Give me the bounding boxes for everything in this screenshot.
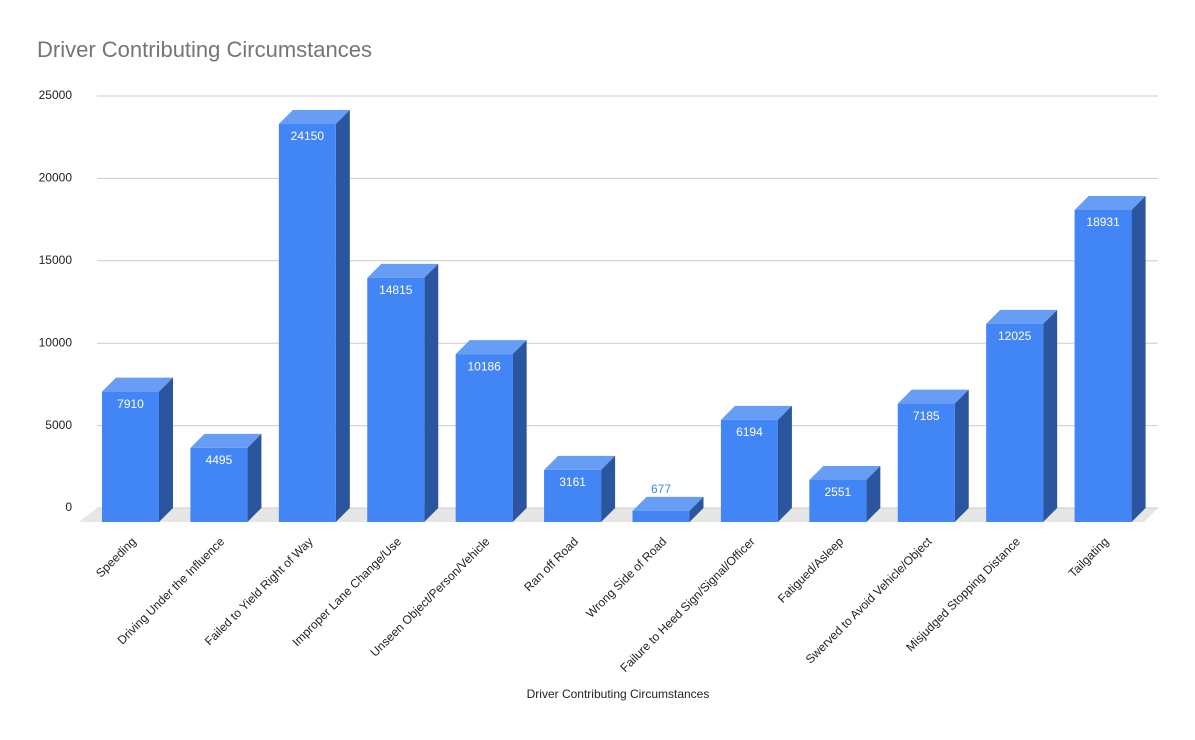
floor (79, 508, 1158, 522)
value-label: 10186 (467, 359, 501, 373)
bar-top (632, 496, 704, 511)
y-tick-label: 15000 (39, 253, 73, 267)
value-label: 12025 (998, 329, 1032, 343)
bar-top (544, 455, 616, 470)
bar-group: 677 (632, 482, 704, 522)
value-label: 2551 (824, 485, 851, 499)
bar (720, 419, 778, 522)
bar-side (777, 405, 792, 522)
y-tick-label: 20000 (39, 171, 73, 185)
bar (632, 510, 690, 522)
bar-top (190, 433, 262, 448)
bar (278, 124, 336, 523)
bar-top (455, 340, 527, 355)
bar (102, 391, 159, 522)
bar-side (1131, 196, 1146, 522)
bar-group: 24150 (278, 110, 350, 523)
value-label: 3161 (559, 475, 586, 489)
chart-title: Driver Contributing Circumstances (37, 37, 372, 62)
value-label: 18931 (1086, 215, 1120, 229)
bar (1074, 210, 1132, 522)
bar-top (367, 263, 439, 278)
bar-side (1043, 309, 1058, 522)
bar-group: 18931 (1074, 196, 1146, 522)
bar (455, 354, 513, 522)
value-label: 14815 (379, 283, 413, 297)
bar-top (897, 389, 969, 404)
bar-top (720, 405, 792, 420)
bar (544, 469, 602, 522)
y-tick-label: 5000 (45, 418, 72, 432)
value-label: 7910 (117, 397, 144, 411)
x-axis-title: Driver Contributing Circumstances (527, 687, 710, 701)
y-tick-label: 25000 (39, 88, 73, 102)
bar (897, 403, 955, 522)
bar-side (512, 340, 527, 522)
bar-top (986, 309, 1058, 324)
value-label: 7185 (913, 409, 940, 423)
bar-group: 10186 (455, 340, 527, 522)
bar-top (102, 377, 173, 392)
bar-group: 2551 (809, 465, 881, 522)
bar-group: 12025 (986, 309, 1058, 522)
bar-top (278, 110, 350, 125)
value-label: 24150 (291, 129, 325, 143)
bar (809, 479, 867, 522)
bar-group: 3161 (544, 455, 616, 522)
bar-side (954, 389, 969, 522)
value-label: 6194 (736, 425, 763, 439)
bar-side (601, 455, 616, 522)
bar-side (335, 110, 350, 523)
bar-side (689, 496, 704, 522)
bar-group: 6194 (720, 405, 792, 522)
bar-side (424, 263, 439, 522)
y-tick-label: 0 (65, 500, 72, 514)
value-label: 4495 (206, 453, 233, 467)
bar-side (159, 377, 173, 522)
bar-top (1074, 196, 1146, 211)
bar (367, 277, 425, 522)
bar-top (809, 465, 881, 480)
bar-group: 7910 (102, 377, 173, 522)
bar-group: 4495 (190, 433, 262, 522)
value-label: 677 (651, 482, 671, 496)
bar-side (866, 465, 881, 522)
bar-group: 14815 (367, 263, 439, 522)
bar-group: 7185 (897, 389, 969, 522)
y-tick-label: 10000 (39, 335, 73, 349)
bar (986, 323, 1044, 522)
bar (190, 447, 248, 522)
bar-side (247, 433, 262, 522)
